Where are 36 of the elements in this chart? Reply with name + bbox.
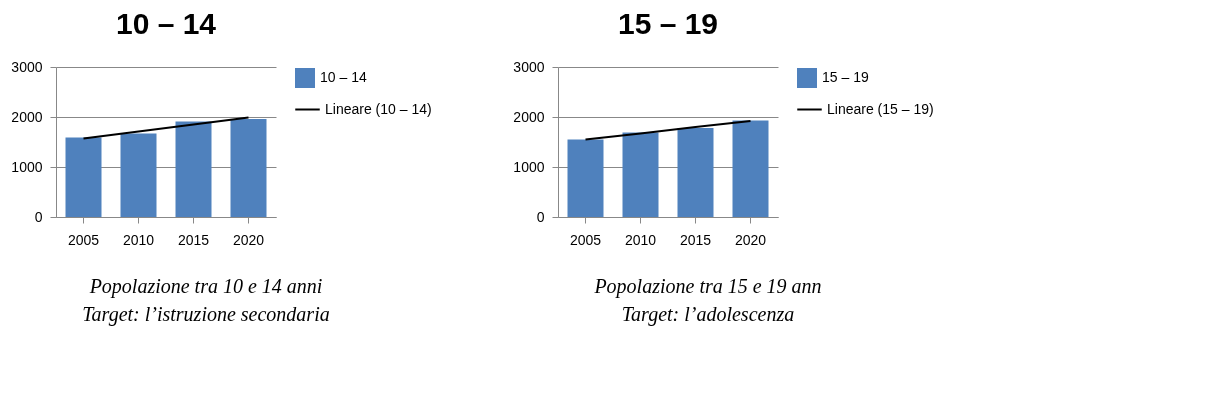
line-series — [82, 116, 250, 140]
legend-label: 10 – 14 — [320, 69, 367, 85]
legend-label: Lineare (10 – 14) — [325, 100, 432, 117]
text: Popolazione tra 15 e 19 ann — [593, 275, 822, 298]
x-tick-label: 2005 — [67, 231, 100, 248]
y-tick-label: 0 — [34, 208, 43, 225]
bar — [732, 120, 769, 217]
line-series — [584, 120, 752, 141]
bar — [120, 133, 157, 217]
bar — [230, 119, 267, 217]
x-tick-label: 2015 — [679, 231, 712, 248]
text: Target: l’istruzione secondaria — [82, 303, 330, 326]
y-tick-label: 3000 — [11, 58, 43, 75]
y-tick-label: 0 — [536, 208, 545, 225]
y-tick-label: 1000 — [11, 158, 43, 175]
legend-label: 15 – 19 — [822, 69, 869, 85]
bar — [65, 137, 102, 217]
x-tick-label: 2005 — [569, 231, 602, 248]
bar — [567, 139, 604, 217]
bar — [677, 128, 714, 217]
bar — [622, 132, 659, 217]
x-tick-label: 2020 — [232, 231, 265, 248]
x-tick-label: 2010 — [122, 231, 155, 248]
legend-label: Lineare (15 – 19) — [827, 100, 934, 117]
y-tick-label: 2000 — [513, 108, 545, 125]
y-tick-label: 1000 — [513, 158, 545, 175]
x-tick-label: 2010 — [624, 231, 657, 248]
text: Target: l’adolescenza — [621, 303, 795, 326]
x-tick-label: 2020 — [734, 231, 767, 248]
text: Popolazione tra 10 e 14 anni — [88, 275, 323, 298]
bar — [175, 121, 212, 217]
y-tick-label: 3000 — [513, 58, 545, 75]
y-tick-label: 2000 — [11, 108, 43, 125]
chart-title: 15 – 19 — [617, 7, 719, 40]
x-tick-label: 2015 — [177, 231, 210, 248]
chart-title: 10 – 14 — [115, 7, 217, 40]
